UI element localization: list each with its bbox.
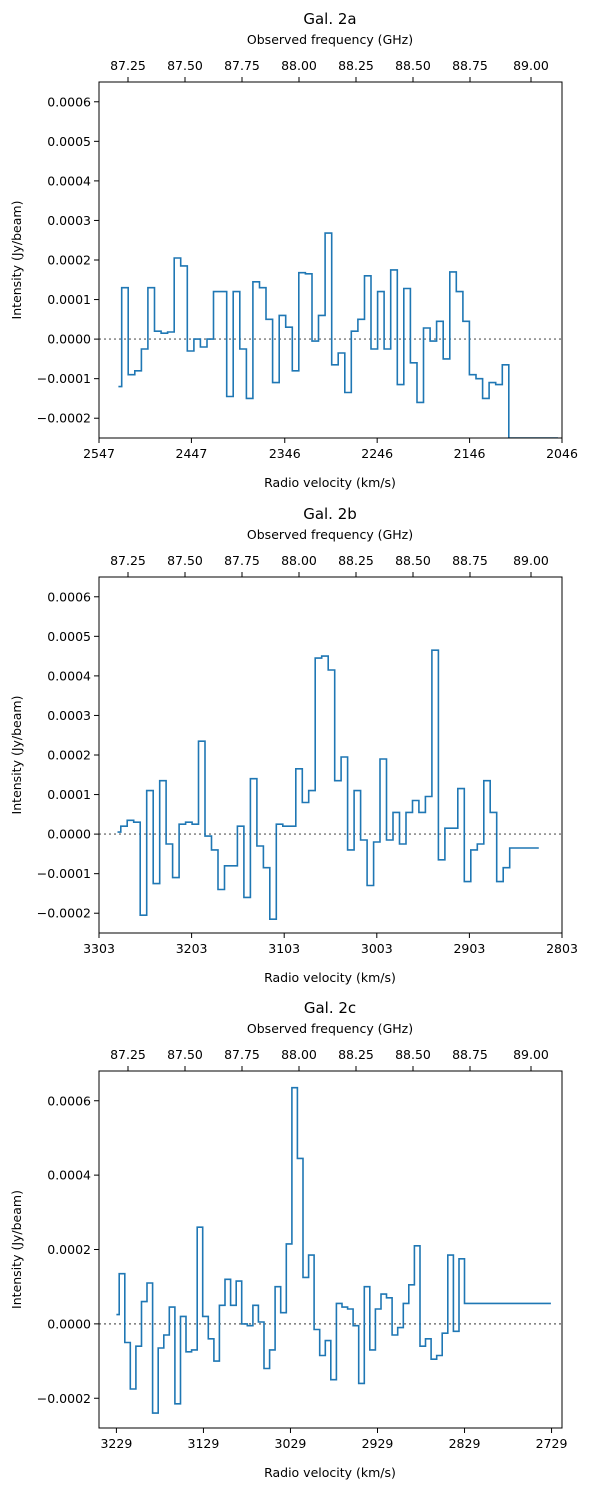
y-tick-label: 0.0005 — [47, 134, 91, 149]
frequency-tick-label: 88.50 — [395, 553, 431, 568]
frequency-tick-label: 89.00 — [513, 58, 549, 73]
frequency-tick-label: 87.50 — [167, 553, 203, 568]
y-axis-label: Intensity (Jy/beam) — [9, 201, 24, 320]
x-tick-label: 3229 — [100, 1436, 132, 1451]
y-tick-label: 0.0002 — [47, 253, 91, 268]
y-tick-label: 0.0001 — [47, 292, 91, 307]
frequency-tick-label: 88.25 — [338, 553, 374, 568]
y-tick-label: 0.0000 — [47, 827, 91, 842]
y-tick-label: −0.0001 — [37, 866, 91, 881]
frequency-tick-label: 87.75 — [224, 58, 260, 73]
x-tick-label: 2447 — [176, 446, 208, 461]
y-axis-label: Intensity (Jy/beam) — [9, 696, 24, 815]
frequency-tick-label: 89.00 — [513, 1047, 549, 1062]
plot-frame — [98, 81, 563, 439]
frequency-axis-label: Observed frequency (GHz) — [247, 32, 413, 47]
y-axis-label: Intensity (Jy/beam) — [9, 1190, 24, 1309]
y-tick-label: 0.0004 — [47, 668, 91, 683]
y-tick-label: 0.0004 — [47, 173, 91, 188]
spectrum-step-line — [116, 1086, 551, 1414]
x-tick-label: 2829 — [449, 1436, 481, 1451]
frequency-tick-label: 87.25 — [110, 553, 146, 568]
panel-1: Gal. 2a Observed frequency (GHz) 87.25 87.5… — [9, 10, 578, 490]
frequency-tick-label: 88.75 — [452, 58, 488, 73]
x-tick-label: 2929 — [362, 1436, 394, 1451]
y-tick-label: 0.0004 — [47, 1168, 91, 1183]
panel-3: Gal. 2c Observed frequency (GHz) 87.25 87.5… — [9, 999, 568, 1480]
y-tick-label: −0.0002 — [37, 1391, 91, 1406]
frequency-tick-label: 87.25 — [110, 58, 146, 73]
panel-title: Gal. 2b — [303, 505, 357, 523]
frequency-tick-label: 87.25 — [110, 1047, 146, 1062]
x-tick-label: 3003 — [361, 941, 393, 956]
frequency-tick-label: 88.75 — [452, 1047, 488, 1062]
x-tick-label: 2146 — [454, 446, 486, 461]
y-tick-label: 0.0006 — [47, 589, 91, 604]
frequency-axis-label: Observed frequency (GHz) — [247, 1021, 413, 1036]
frequency-axis-label: Observed frequency (GHz) — [247, 527, 413, 542]
y-tick-label: 0.0002 — [47, 1242, 91, 1257]
plot-frame — [98, 576, 563, 934]
x-tick-label: 3129 — [188, 1436, 220, 1451]
x-tick-label: 2346 — [269, 446, 301, 461]
x-tick-label: 2046 — [546, 446, 578, 461]
y-tick-label: 0.0003 — [47, 708, 91, 723]
x-axis-label: Radio velocity (km/s) — [264, 970, 396, 985]
x-tick-label: 2903 — [453, 941, 485, 956]
frequency-tick-label: 88.00 — [281, 1047, 317, 1062]
spectrum-step-line — [117, 649, 539, 920]
frequency-tick-label: 89.00 — [513, 553, 549, 568]
x-axis-label: Radio velocity (km/s) — [264, 475, 396, 490]
x-tick-label: 3029 — [275, 1436, 307, 1451]
y-tick-label: 0.0000 — [47, 332, 91, 347]
panel-2: Gal. 2b Observed frequency (GHz) 87.25 87.5… — [9, 505, 578, 985]
frequency-tick-label: 87.50 — [167, 58, 203, 73]
x-tick-label: 2246 — [361, 446, 393, 461]
y-tick-label: 0.0006 — [47, 1093, 91, 1108]
x-tick-label: 3103 — [268, 941, 300, 956]
y-tick-label: −0.0002 — [37, 411, 91, 426]
y-tick-label: −0.0001 — [37, 371, 91, 386]
x-tick-label: 2729 — [536, 1436, 568, 1451]
y-tick-label: 0.0000 — [47, 1316, 91, 1331]
y-tick-label: 0.0006 — [47, 94, 91, 109]
frequency-tick-label: 87.75 — [224, 553, 260, 568]
frequency-tick-label: 87.75 — [224, 1047, 260, 1062]
frequency-tick-label: 88.00 — [281, 58, 317, 73]
panel-title: Gal. 2a — [303, 10, 356, 28]
frequency-tick-label: 88.25 — [338, 1047, 374, 1062]
frequency-tick-label: 88.50 — [395, 1047, 431, 1062]
frequency-tick-label: 87.50 — [167, 1047, 203, 1062]
x-tick-label: 3303 — [83, 941, 115, 956]
y-tick-label: 0.0002 — [47, 748, 91, 763]
panel-title: Gal. 2c — [304, 999, 356, 1017]
frequency-tick-label: 88.50 — [395, 58, 431, 73]
y-tick-label: 0.0003 — [47, 213, 91, 228]
frequency-tick-label: 88.25 — [338, 58, 374, 73]
y-tick-label: 0.0005 — [47, 629, 91, 644]
x-tick-label: 3203 — [176, 941, 208, 956]
x-axis-label: Radio velocity (km/s) — [264, 1465, 396, 1480]
frequency-tick-label: 88.75 — [452, 553, 488, 568]
y-tick-label: 0.0001 — [47, 787, 91, 802]
x-tick-label: 2803 — [546, 941, 578, 956]
frequency-tick-label: 88.00 — [281, 553, 317, 568]
spectrum-step-line — [118, 232, 558, 438]
x-tick-label: 2547 — [83, 446, 115, 461]
y-tick-label: −0.0002 — [37, 906, 91, 921]
